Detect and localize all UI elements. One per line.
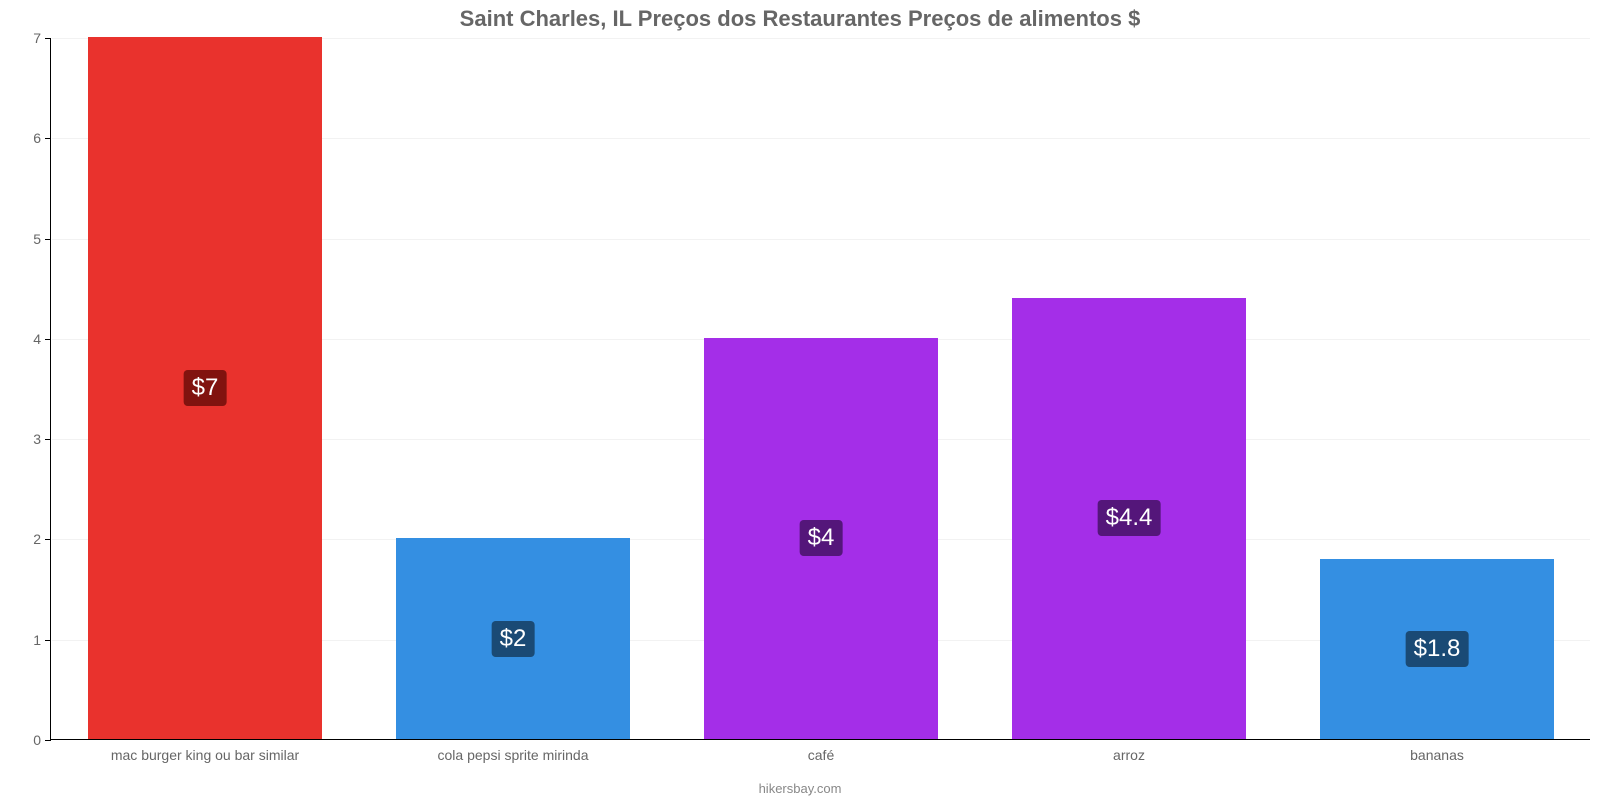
y-tick-label: 3 — [33, 431, 41, 447]
y-tick-label: 4 — [33, 331, 41, 347]
x-category-label: bananas — [1410, 747, 1464, 763]
y-tick — [45, 239, 51, 240]
y-tick — [45, 740, 51, 741]
price-bar-chart: Saint Charles, IL Preços dos Restaurante… — [0, 0, 1600, 800]
bar-value-label: $1.8 — [1406, 631, 1469, 667]
y-tick — [45, 339, 51, 340]
bar-value-label: $4 — [800, 520, 843, 556]
y-tick-label: 5 — [33, 231, 41, 247]
x-category-label: cola pepsi sprite mirinda — [438, 747, 589, 763]
x-category-label: arroz — [1113, 747, 1145, 763]
y-tick — [45, 640, 51, 641]
plot-area: 01234567$7mac burger king ou bar similar… — [50, 38, 1590, 740]
x-category-label: mac burger king ou bar similar — [111, 747, 299, 763]
y-tick-label: 1 — [33, 632, 41, 648]
y-tick — [45, 138, 51, 139]
attribution-text: hikersbay.com — [0, 781, 1600, 796]
bar-value-label: $4.4 — [1098, 500, 1161, 536]
y-tick — [45, 539, 51, 540]
y-tick-label: 6 — [33, 130, 41, 146]
bar-value-label: $7 — [184, 370, 227, 406]
y-tick — [45, 38, 51, 39]
x-category-label: café — [808, 747, 834, 763]
y-tick-label: 0 — [33, 732, 41, 748]
y-tick-label: 2 — [33, 531, 41, 547]
bar-value-label: $2 — [492, 621, 535, 657]
chart-title: Saint Charles, IL Preços dos Restaurante… — [0, 6, 1600, 32]
y-tick-label: 7 — [33, 30, 41, 46]
y-tick — [45, 439, 51, 440]
